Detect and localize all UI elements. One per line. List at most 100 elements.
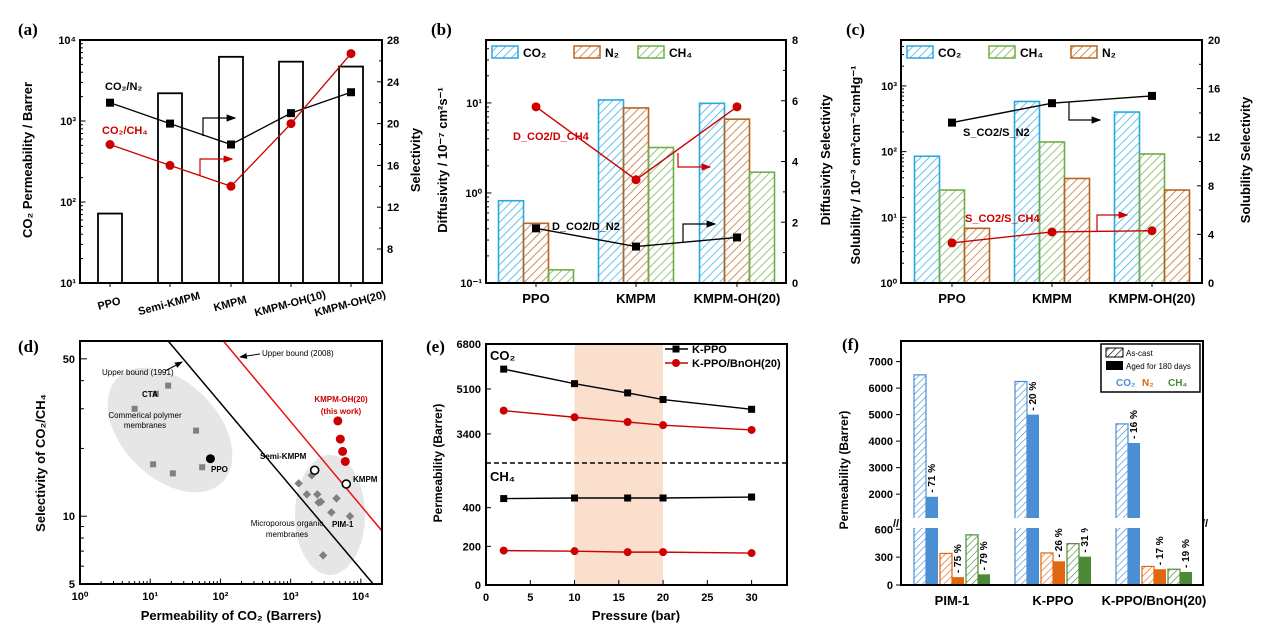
data-point-microporous	[327, 508, 336, 517]
percent-change-label: - 79 %	[979, 541, 990, 570]
upper-bound-line-1	[222, 340, 383, 532]
point-K-PPO	[571, 380, 579, 388]
point-0	[732, 102, 742, 112]
point-K-PPO/BnOH(20)	[747, 425, 756, 434]
point-co2-ch4	[165, 160, 175, 170]
arrow-right-axis	[677, 153, 712, 171]
point-K-PPO/BnOH(20)	[570, 413, 579, 422]
point-K-PPO	[500, 365, 508, 373]
y-tick-label: 600	[875, 524, 893, 536]
point-0	[948, 118, 956, 127]
bar-KMPM	[1063, 177, 1091, 284]
bar-KMPM	[597, 99, 625, 284]
legend-swatch	[988, 45, 1016, 59]
x-tick-label: K-PPO	[1032, 593, 1073, 608]
panel-label: (c)	[846, 20, 865, 39]
bar-as-cast	[1167, 568, 1181, 586]
bar-PPO	[913, 155, 941, 284]
x-tick-label: KMPM	[1032, 291, 1072, 306]
y-tick-label: 3000	[869, 463, 893, 475]
y2-axis-title: Selectivity	[408, 127, 423, 192]
data-point-commercial	[152, 390, 159, 397]
panel-a: (a) 10¹ 10² 10³ 10⁴ 8 12 16 20 24 28 PPO Semi-KMPM KM…	[18, 20, 423, 319]
gas-label-upper: CO₂	[490, 348, 516, 363]
bar-aged	[1079, 556, 1091, 585]
upper-bound-2008-label: Upper bound (2008)	[262, 349, 334, 358]
y-tick-label: 6800	[457, 339, 481, 351]
y2-tick-label: 12	[387, 202, 399, 214]
bar-as-cast	[913, 374, 927, 586]
y-axis-title: Diffusivity / 10⁻⁷ cm²s⁻¹	[435, 87, 450, 233]
bar-as-cast	[1115, 423, 1129, 586]
y-tick-label: 10⁰	[465, 188, 482, 200]
data-point-commercial	[165, 382, 172, 389]
legend-label: CO₂	[938, 46, 961, 60]
y-tick-label: 10¹	[60, 278, 76, 290]
x-tick-label: 10	[568, 592, 580, 604]
this-work-label: KMPM-OH(20)	[314, 395, 368, 404]
arrow	[164, 361, 183, 372]
point-K-PPO/BnOH(20)	[499, 546, 508, 555]
point-K-PPO	[659, 494, 667, 502]
y-axis-title: Permeability (Barrer)	[431, 404, 445, 523]
x-tick-label: PPO	[938, 291, 965, 306]
point-this-work	[333, 416, 343, 426]
point-KMPM	[341, 479, 352, 489]
bar-aged	[1180, 572, 1192, 585]
point-K-PPO/BnOH(20)	[659, 548, 668, 557]
point-K-PPO	[748, 493, 756, 501]
legend-swatch	[1070, 45, 1098, 59]
data-point-microporous	[313, 490, 322, 499]
bar-as-cast	[1014, 380, 1028, 586]
legend-swatch	[573, 45, 601, 59]
arrow	[239, 352, 261, 359]
gas-label-lower: CH₄	[490, 469, 515, 484]
x-tick-label: KMPM	[212, 294, 248, 314]
x-axis-title: Pressure (bar)	[592, 608, 680, 623]
y-axis-title: Selectivity of CO₂/CH₄	[33, 394, 48, 532]
bar-PPO	[547, 269, 575, 284]
panel-label: (a)	[18, 20, 38, 39]
panel-label: (b)	[431, 20, 452, 39]
y2-tick-label: 6	[792, 96, 798, 108]
legend-gas-label: N₂	[1142, 378, 1154, 389]
panel-f: (f) - 71 % - 75 % - 79 % - 20 % - 26 % - 31 % -…	[837, 335, 1208, 608]
point-K-PPO/BnOH(20)	[499, 406, 508, 415]
bar-KMPM-OH(20)	[698, 102, 726, 284]
legend-swatch	[637, 45, 665, 59]
point-co2-ch4	[105, 140, 115, 149]
legend-marker	[672, 359, 680, 367]
point-0	[631, 175, 641, 185]
point-K-PPO	[500, 495, 508, 503]
bar-aged	[978, 574, 990, 585]
x-tick-label: 10⁴	[352, 591, 370, 603]
x-tick-label: 10²	[212, 591, 228, 603]
panel-label: (f)	[842, 335, 859, 354]
bar-aged	[1128, 442, 1140, 585]
legend-label: N₂	[1102, 46, 1116, 60]
bar-KMPM	[218, 55, 244, 284]
y2-tick-label: 16	[387, 160, 399, 172]
y-tick-label: 10⁰	[880, 278, 897, 290]
series-label-sco2-sn2: S_CO2/S_N2	[963, 127, 1030, 139]
x-tick-label: PIM-1	[935, 593, 970, 608]
data-point-microporous	[316, 497, 326, 506]
bar-KMPM-OH(20)	[1138, 153, 1166, 284]
point-K-PPO	[748, 405, 756, 413]
point-co2-ch4	[286, 119, 296, 129]
point-1	[1147, 226, 1157, 236]
y2-tick-label: 20	[1208, 35, 1220, 47]
point-K-PPO	[624, 389, 632, 397]
x-tick-label: K-PPO/BnOH(20)	[1102, 593, 1207, 608]
percent-change-label: - 31 %	[1080, 524, 1091, 553]
legend-label-as-cast: As-cast	[1126, 349, 1153, 358]
bar-KMPM-OH(20)	[338, 65, 364, 284]
data-point-commercial	[193, 427, 200, 434]
point-K-PPO	[624, 494, 632, 502]
y-tick-label: 6000	[869, 383, 893, 395]
upper-bound-1991-label: Upper bound (1991)	[102, 368, 174, 377]
panel-c: (c) 10⁰ 10¹ 10² 10³ 0 4 8 12 16 20 PPO KMPM KMPM-OH(2…	[846, 20, 1253, 306]
bar-aged	[952, 577, 964, 585]
data-point-microporous	[302, 490, 312, 499]
bar-KMPM-OH(20)	[723, 118, 751, 284]
